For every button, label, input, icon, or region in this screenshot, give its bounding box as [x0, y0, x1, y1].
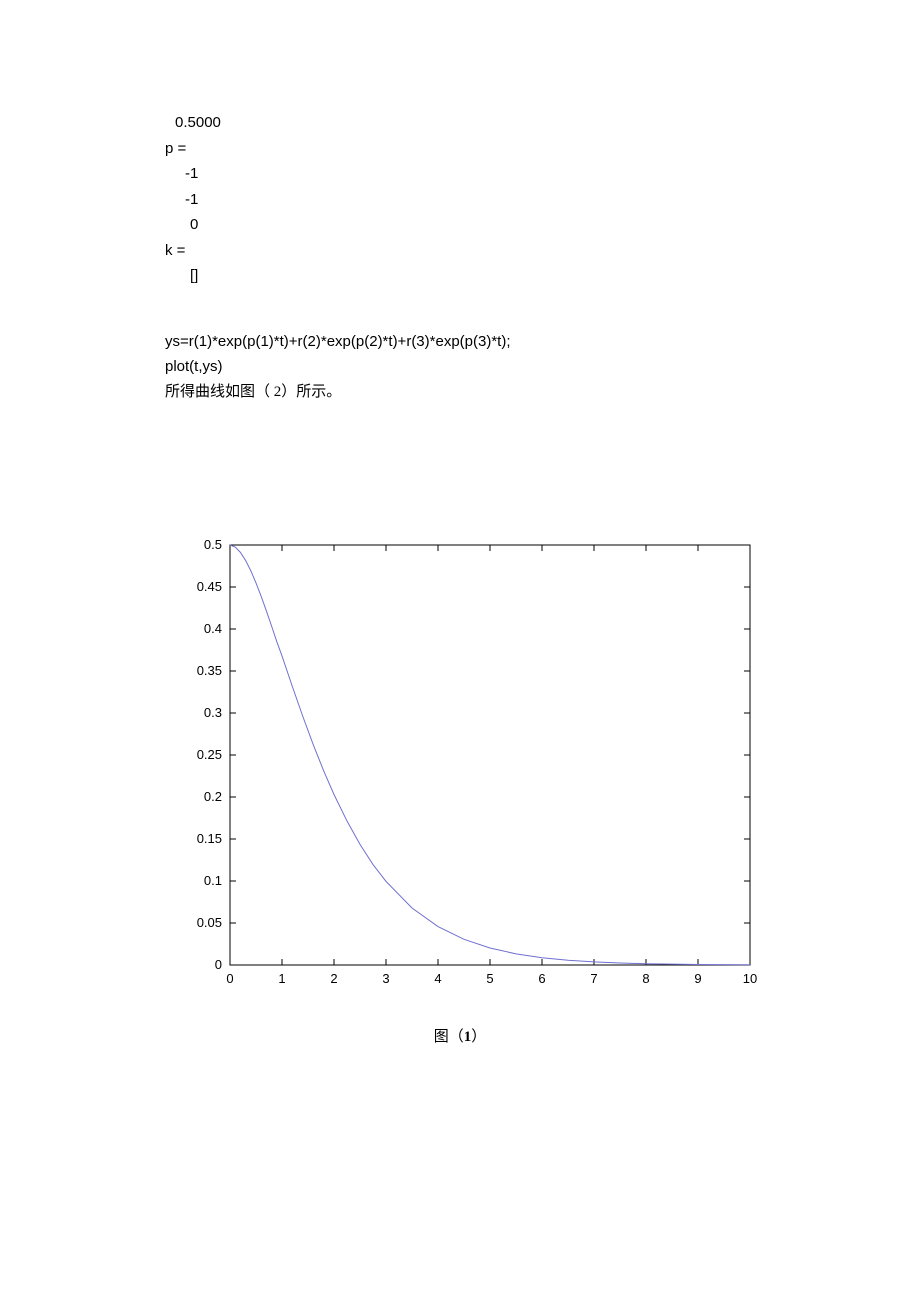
svg-text:0.4: 0.4 [204, 621, 222, 636]
svg-text:10: 10 [743, 971, 757, 986]
svg-text:1: 1 [278, 971, 285, 986]
svg-text:0: 0 [215, 957, 222, 972]
svg-text:0.1: 0.1 [204, 873, 222, 888]
svg-text:0: 0 [226, 971, 233, 986]
matlab-output-block: [] [190, 263, 920, 289]
matlab-output-block: -1 [185, 161, 920, 187]
svg-text:3: 3 [382, 971, 389, 986]
matlab-output-block: k = [165, 238, 920, 264]
matlab-output-block: 0 [190, 212, 920, 238]
svg-text:7: 7 [590, 971, 597, 986]
matlab-output-block: p = [165, 136, 920, 162]
svg-text:4: 4 [434, 971, 441, 986]
matlab-output-block: 0.5000 [175, 110, 920, 136]
figure-caption: 图（1） [180, 1025, 740, 1046]
matlab-code-block: ys=r(1)*exp(p(1)*t)+r(2)*exp(p(2)*t)+r(3… [165, 329, 920, 355]
code-text: k = [165, 242, 185, 259]
svg-text:0.25: 0.25 [197, 747, 222, 762]
chinese-caption-text: 所得曲线如图（ 2）所示。 [165, 380, 920, 406]
caption-suffix: ） [471, 1029, 486, 1045]
svg-text:0.05: 0.05 [197, 915, 222, 930]
svg-text:9: 9 [694, 971, 701, 986]
svg-text:2: 2 [330, 971, 337, 986]
svg-text:0.15: 0.15 [197, 831, 222, 846]
line-chart: 0 1 2 3 4 5 6 7 8 9 10 0 0.05 0.1 0.15 0.2 0.25 0.3 0.35 0.… [180, 535, 760, 995]
svg-text:0.45: 0.45 [197, 579, 222, 594]
text: 所得曲线如图（ 2）所示。 [165, 384, 341, 400]
svg-text:0.35: 0.35 [197, 663, 222, 678]
svg-text:0.2: 0.2 [204, 789, 222, 804]
caption-prefix: 图（ [434, 1029, 464, 1045]
code-text: -1 [185, 191, 198, 208]
svg-text:8: 8 [642, 971, 649, 986]
code-text: ys=r(1)*exp(p(1)*t)+r(2)*exp(p(2)*t)+r(3… [165, 333, 511, 350]
code-text: p = [165, 140, 186, 157]
code-text: -1 [185, 165, 198, 182]
matlab-output-block: -1 [185, 187, 920, 213]
svg-text:5: 5 [486, 971, 493, 986]
code-text: [] [190, 267, 198, 284]
code-text: plot(t,ys) [165, 358, 223, 375]
chart-container: 01234567891000.050.10.150.20.250.30.350.… [180, 535, 740, 1046]
svg-text:0.3: 0.3 [204, 705, 222, 720]
code-text: 0.5000 [175, 114, 221, 131]
matlab-code-block: plot(t,ys) [165, 354, 920, 380]
svg-text:6: 6 [538, 971, 545, 986]
spacer [175, 289, 920, 329]
code-text: 0 [190, 216, 198, 233]
document-page: 0.5000 p = -1 -1 0 k = [] ys=r(1)*exp(p(… [0, 0, 920, 1046]
svg-text:0.5: 0.5 [204, 537, 222, 552]
